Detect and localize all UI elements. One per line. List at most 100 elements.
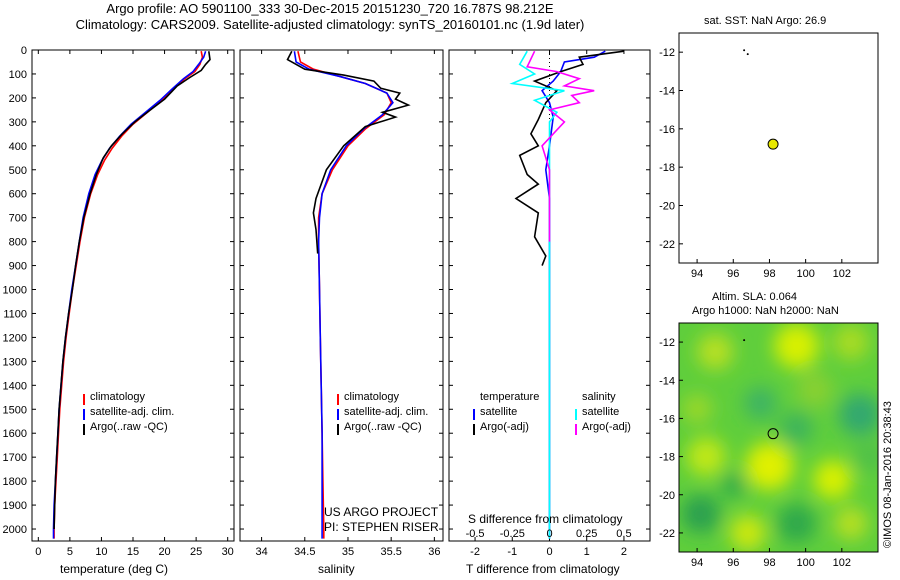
- y-tick-label: 1700: [3, 452, 27, 464]
- y-tick-label: -18: [659, 452, 675, 464]
- x-tick-label: 96: [727, 557, 739, 569]
- s-tick-label: -0.5: [466, 528, 485, 540]
- x-tick-label: 25: [190, 546, 202, 558]
- temp-legend-clim: climatology: [90, 391, 146, 403]
- x-tick-label: 1: [584, 546, 590, 558]
- temp-legend-argo: Argo(..raw -QC): [90, 421, 168, 433]
- x-tick-label: 36: [428, 546, 440, 558]
- x-tick-label: 102: [833, 557, 851, 569]
- heatmap-cell: [681, 494, 721, 534]
- difference-panel: -2 -1 0 1 2 -0.5 -0.25 0 0.25 0.5: [448, 49, 651, 558]
- x-tick-label: 96: [727, 268, 739, 280]
- heatmap-blobs: [681, 323, 878, 551]
- s-tick-label: 0: [546, 528, 552, 540]
- y-tick-label: 300: [9, 117, 27, 129]
- x-tick-label: 0: [546, 546, 552, 558]
- heatmap-cell: [838, 393, 878, 436]
- sal-legend-argo: Argo(..raw -QC): [344, 421, 422, 433]
- sst-map-panel: 94 96 98 100 102 -12 -14 -16 -18 -20 -22: [659, 32, 879, 280]
- series-line-argo-raw-qc-: [53, 51, 211, 530]
- x-tick-label: 100: [796, 557, 814, 569]
- x-tick-label: 20: [158, 546, 170, 558]
- track-point: [743, 49, 746, 52]
- heatmap-cell: [853, 441, 878, 472]
- y-tick-label: 1600: [3, 428, 27, 440]
- x-tick-label: -1: [507, 546, 517, 558]
- sal-legend-sat: satellite-adj. clim.: [344, 406, 429, 418]
- x-tick-label: 94: [691, 557, 703, 569]
- heatmap-cell: [697, 333, 734, 370]
- map-frame: [678, 322, 879, 553]
- heatmap-cell: [745, 442, 794, 491]
- heatmap-cell: [682, 393, 713, 424]
- y-tick-label: 1900: [3, 500, 27, 512]
- sal-legend-clim: climatology: [344, 391, 400, 403]
- y-tick-label: 400: [9, 141, 27, 153]
- y-tick-label: -20: [659, 490, 675, 502]
- s-tick-label: -0.25: [500, 528, 525, 540]
- y-tick-label: 900: [9, 261, 27, 273]
- x-tick-label: 0: [35, 546, 41, 558]
- y-tick-label: 1500: [3, 404, 27, 416]
- argo-position-marker: [767, 428, 779, 440]
- x-tick-label: 34: [255, 546, 267, 558]
- heatmap-cell: [743, 386, 777, 420]
- sla-subtitle: Argo h1000: NaN h2000: NaN: [692, 305, 839, 317]
- y-tick-label: 800: [9, 237, 27, 249]
- y-tick-label: -16: [659, 124, 675, 136]
- x-tick-label: 35: [342, 546, 354, 558]
- y-tick-label: 200: [9, 93, 27, 105]
- sst-title: sat. SST: NaN Argo: 26.9: [704, 15, 827, 27]
- title-line-1: Argo profile: AO 5901100_333 30-Dec-2015…: [106, 1, 554, 16]
- y-tick-label: 2000: [3, 524, 27, 536]
- y-tick-label: 1000: [3, 285, 27, 297]
- heatmap-cell: [796, 371, 833, 408]
- y-tick-label: 700: [9, 213, 27, 225]
- heatmap-cell: [686, 437, 726, 477]
- map-frame: [678, 32, 879, 264]
- heatmap-cell: [774, 323, 820, 369]
- heatmap-cell: [729, 514, 766, 551]
- y-tick-label: 1400: [3, 380, 27, 392]
- y-tick-label: -12: [659, 337, 675, 349]
- map-background: [679, 33, 878, 263]
- s-tick-label: 0.25: [576, 528, 597, 540]
- s-tick-label: 0.5: [616, 528, 631, 540]
- y-tick-label: 1100: [3, 308, 27, 320]
- series-line-satellite-adj-clim-: [293, 51, 394, 539]
- x-tick-label: 30: [222, 546, 234, 558]
- temp-legend-sat: satellite-adj. clim.: [90, 406, 175, 418]
- x-tick-label: 98: [763, 557, 775, 569]
- y-tick-label: 100: [9, 69, 27, 81]
- track-point: [746, 53, 749, 56]
- heatmap-cell: [813, 459, 853, 499]
- title-line-2: Climatology: CARS2009. Satellite-adjuste…: [75, 17, 585, 32]
- diff-legend-t-argo: Argo(-adj): [480, 421, 529, 433]
- diff-legend-s-argo: Argo(-adj): [582, 421, 631, 433]
- heatmap-cell: [780, 411, 814, 445]
- x-tick-label: 98: [763, 268, 775, 280]
- track-point: [743, 339, 746, 342]
- y-tick-label: -22: [659, 528, 675, 540]
- diff-legend-s-sat: satellite: [582, 406, 620, 418]
- diff-toplabel: S difference from climatology: [468, 512, 623, 526]
- y-tick-label: 1300: [3, 356, 27, 368]
- x-tick-label: 35.5: [380, 546, 401, 558]
- y-tick-label: -22: [659, 239, 675, 251]
- x-tick-label: 10: [95, 546, 107, 558]
- y-tick-label: 600: [9, 189, 27, 201]
- y-tick-label: 1800: [3, 476, 27, 488]
- y-tick-label: 0: [21, 45, 27, 57]
- diff-legend-temperature: temperature: [480, 391, 540, 403]
- series-line-t-argo-adj-: [514, 50, 625, 266]
- y-tick-label: 500: [9, 165, 27, 177]
- diff-legend-t-sat: satellite: [480, 406, 518, 418]
- diff-xlabel: T difference from climatology: [466, 562, 620, 576]
- salinity-panel: 34 34.5 35 35.5 36: [239, 49, 444, 558]
- y-tick-label: -14: [659, 86, 675, 98]
- project-line-2: PI: STEPHEN RISER: [324, 520, 439, 534]
- y-tick-label: -16: [659, 413, 675, 425]
- x-tick-label: 34.5: [294, 546, 315, 558]
- x-tick-label: 94: [691, 268, 703, 280]
